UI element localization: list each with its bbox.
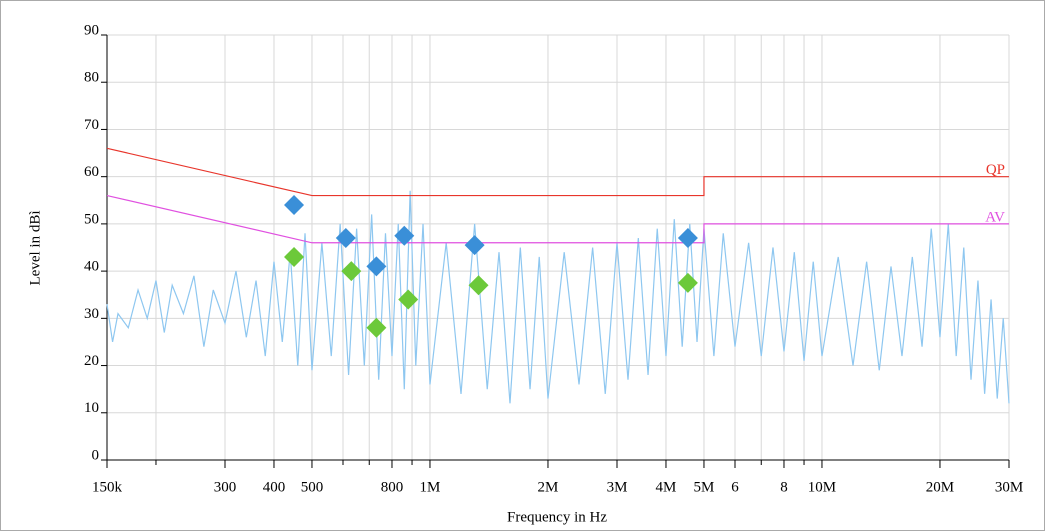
marker (284, 195, 305, 215)
x-tick-label: 30M (995, 479, 1023, 495)
series-label: QP (986, 162, 1005, 178)
x-tick-label: 800 (381, 479, 404, 495)
x-tick-label: 300 (214, 479, 237, 495)
x-tick-label: 500 (301, 479, 324, 495)
y-tick-label: 50 (84, 211, 99, 227)
y-tick-label: 80 (84, 70, 99, 86)
x-axis-label: Frequency in Hz (507, 509, 607, 525)
x-tick-label: 3M (607, 479, 628, 495)
data-line (106, 194, 1009, 244)
y-tick-label: 60 (84, 164, 99, 180)
marker (468, 275, 489, 296)
x-tick-label: 4M (656, 479, 677, 495)
marker (366, 317, 387, 338)
data-line (106, 147, 1009, 197)
x-tick-label: 8 (780, 479, 788, 495)
y-axis-label: Level in dBì (27, 211, 43, 286)
x-tick-label: 5M (694, 479, 715, 495)
x-tick-label: 2M (538, 479, 559, 495)
marker (677, 228, 698, 249)
x-tick-label: 6 (731, 479, 739, 495)
x-tick-label: 10M (808, 479, 836, 495)
marker (366, 256, 387, 277)
y-tick-label: 70 (84, 117, 99, 133)
y-tick-label: 20 (84, 353, 99, 369)
marker (341, 261, 362, 282)
x-tick-label: 400 (263, 479, 286, 495)
y-tick-label: 40 (84, 259, 99, 275)
y-tick-label: 10 (84, 400, 99, 416)
x-tick-label: 150k (92, 479, 123, 495)
series-label: AV (985, 209, 1005, 225)
y-tick-label: 30 (84, 306, 99, 322)
marker (398, 289, 419, 310)
data-line (106, 190, 1010, 404)
x-tick-label: 1M (420, 479, 441, 495)
marker (284, 246, 305, 267)
y-tick-label: 0 (92, 447, 100, 463)
marker (335, 228, 356, 249)
marker (464, 235, 485, 256)
y-tick-label: 90 (84, 22, 99, 38)
x-tick-label: 20M (926, 479, 954, 495)
marker (677, 272, 698, 293)
marker (394, 225, 415, 246)
